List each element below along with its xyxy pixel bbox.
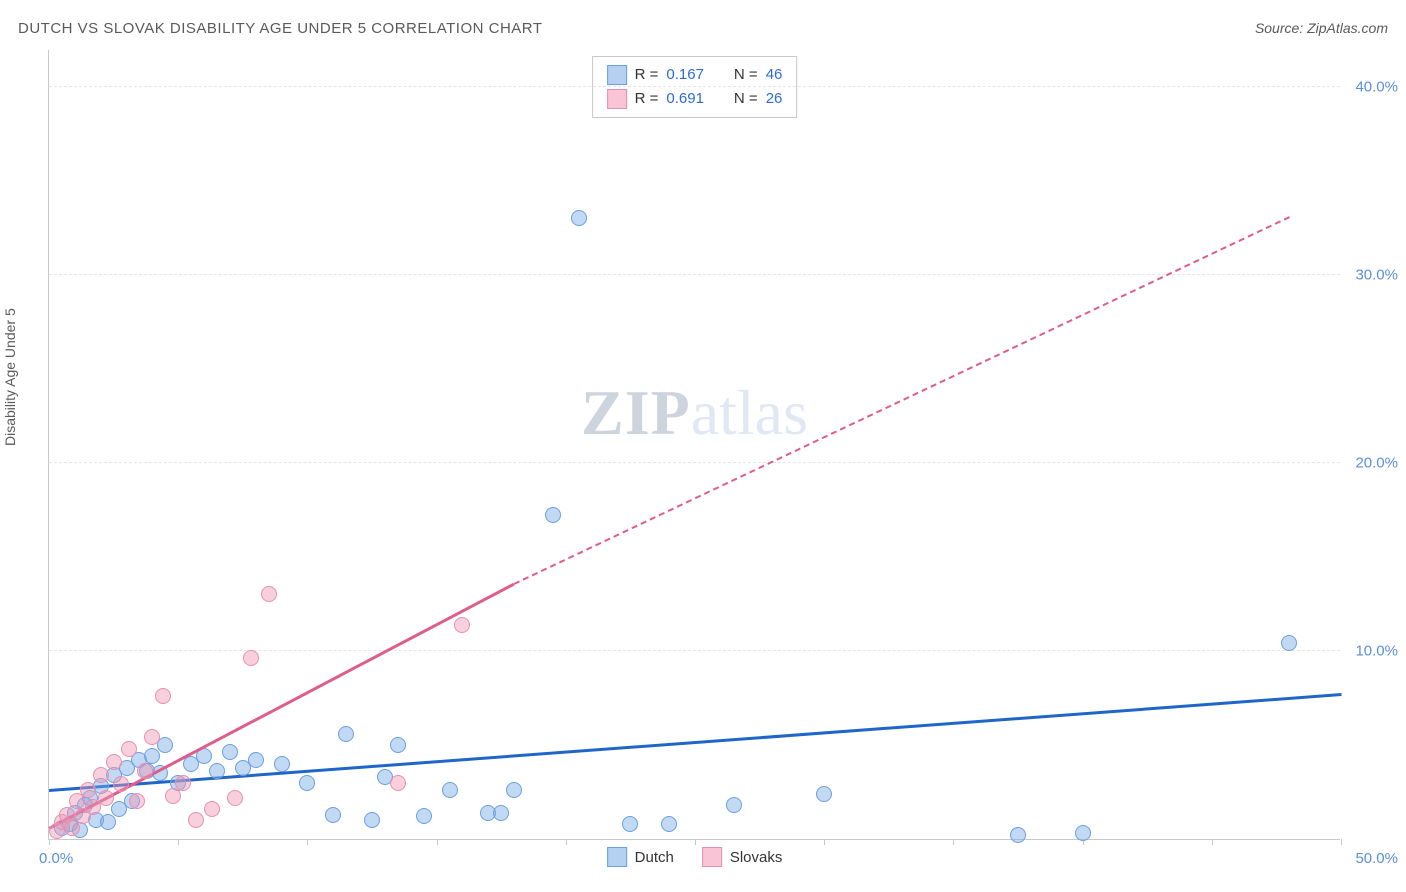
legend-n-label: N =	[734, 87, 758, 111]
x-tick	[49, 839, 50, 845]
series-legend-item: Slovaks	[702, 847, 783, 867]
legend-n-value: 26	[766, 87, 783, 111]
data-point	[1010, 827, 1026, 843]
data-point	[816, 786, 832, 802]
data-point	[416, 808, 432, 824]
data-point	[227, 790, 243, 806]
gridline	[49, 650, 1340, 651]
y-tick-label: 20.0%	[1355, 454, 1398, 471]
trend-line-extrapolated	[514, 216, 1290, 585]
data-point	[622, 816, 638, 832]
x-tick	[695, 839, 696, 845]
data-point	[390, 737, 406, 753]
legend-r-value: 0.691	[666, 87, 704, 111]
legend-r-label: R =	[635, 87, 659, 111]
gridline	[49, 274, 1340, 275]
data-point	[364, 812, 380, 828]
x-tick	[953, 839, 954, 845]
data-point	[545, 507, 561, 523]
data-point	[299, 775, 315, 791]
data-point	[261, 586, 277, 602]
correlation-legend: R = 0.167 N = 46 R = 0.691 N = 26	[592, 56, 798, 118]
data-point	[493, 805, 509, 821]
gridline	[49, 462, 1340, 463]
x-axis-max-label: 50.0%	[1355, 850, 1398, 867]
x-tick	[307, 839, 308, 845]
legend-swatch	[702, 847, 722, 867]
data-point	[80, 782, 96, 798]
data-point	[338, 726, 354, 742]
data-point	[98, 790, 114, 806]
data-point	[571, 210, 587, 226]
gridline	[49, 86, 1340, 87]
data-point	[661, 816, 677, 832]
data-point	[209, 763, 225, 779]
data-point	[129, 793, 145, 809]
legend-r-label: R =	[635, 63, 659, 87]
data-point	[165, 788, 181, 804]
data-point	[454, 617, 470, 633]
data-point	[726, 797, 742, 813]
legend-row: R = 0.167 N = 46	[607, 63, 783, 87]
data-point	[325, 807, 341, 823]
y-tick-label: 40.0%	[1355, 78, 1398, 95]
x-tick	[566, 839, 567, 845]
data-point	[137, 763, 153, 779]
legend-swatch	[607, 65, 627, 85]
series-legend-label: Dutch	[635, 849, 674, 866]
data-point	[442, 782, 458, 798]
legend-row: R = 0.691 N = 26	[607, 87, 783, 111]
data-point	[155, 688, 171, 704]
data-point	[113, 776, 129, 792]
legend-n-value: 46	[766, 63, 783, 87]
data-point	[222, 744, 238, 760]
y-axis-label: Disability Age Under 5	[2, 308, 18, 446]
scatter-plot: ZIPatlas R =0.167N =46R =0.691N =26 0.0%…	[48, 50, 1340, 840]
data-point	[175, 775, 191, 791]
watermark-rest: atlas	[691, 377, 808, 448]
data-point	[274, 756, 290, 772]
data-point	[243, 650, 259, 666]
source-attribution: Source: ZipAtlas.com	[1255, 20, 1388, 36]
data-point	[106, 754, 122, 770]
y-tick-label: 30.0%	[1355, 266, 1398, 283]
watermark: ZIPatlas	[581, 376, 808, 450]
data-point	[144, 729, 160, 745]
trend-line	[49, 694, 1341, 792]
x-tick	[824, 839, 825, 845]
chart-title: DUTCH VS SLOVAK DISABILITY AGE UNDER 5 C…	[18, 20, 543, 37]
legend-n-label: N =	[734, 63, 758, 87]
data-point	[93, 767, 109, 783]
legend-swatch	[607, 847, 627, 867]
x-tick	[1212, 839, 1213, 845]
data-point	[506, 782, 522, 798]
data-point	[100, 814, 116, 830]
data-point	[121, 741, 137, 757]
x-tick	[178, 839, 179, 845]
data-point	[248, 752, 264, 768]
data-point	[390, 775, 406, 791]
data-point	[1281, 635, 1297, 651]
data-point	[1075, 825, 1091, 841]
legend-swatch	[607, 89, 627, 109]
series-legend: Dutch Slovaks	[607, 847, 783, 867]
data-point	[188, 812, 204, 828]
watermark-bold: ZIP	[581, 377, 691, 448]
series-legend-label: Slovaks	[730, 849, 783, 866]
series-legend-item: Dutch	[607, 847, 674, 867]
data-point	[204, 801, 220, 817]
data-point	[144, 748, 160, 764]
legend-r-value: 0.167	[666, 63, 704, 87]
x-axis-min-label: 0.0%	[39, 850, 73, 867]
x-tick	[437, 839, 438, 845]
x-tick	[1341, 839, 1342, 845]
y-tick-label: 10.0%	[1355, 642, 1398, 659]
